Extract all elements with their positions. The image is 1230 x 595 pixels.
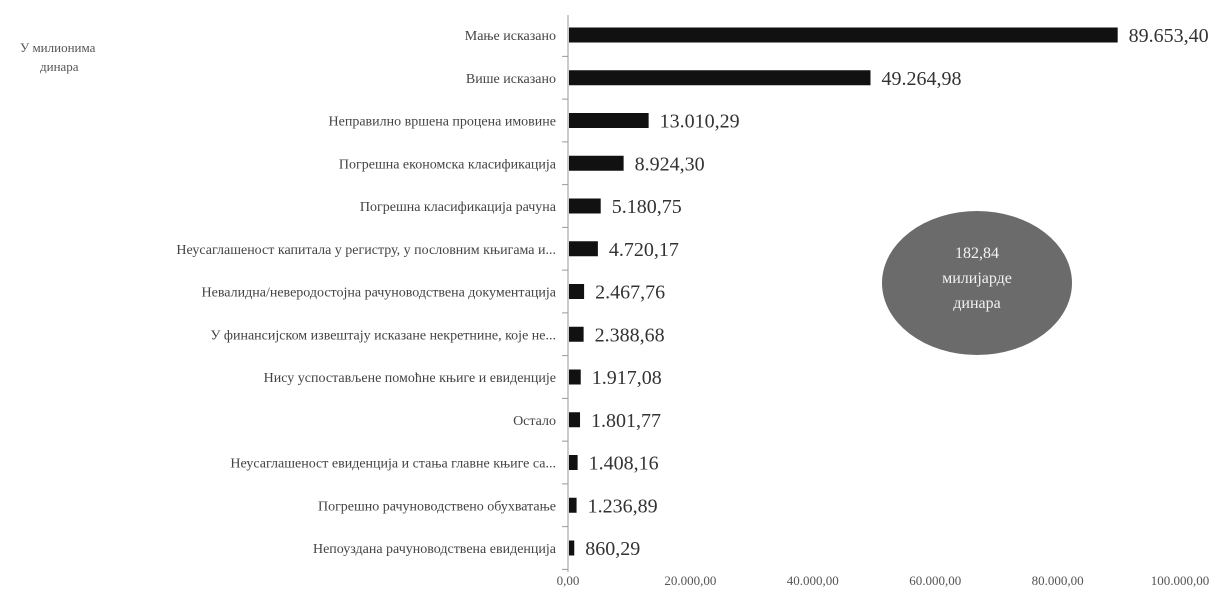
category-label: Неправилно вршена процена имовине bbox=[329, 115, 557, 130]
bar bbox=[569, 155, 624, 171]
bar bbox=[569, 113, 649, 128]
bar bbox=[569, 497, 577, 513]
category-label: Више исказано bbox=[466, 72, 556, 87]
category-label: Нису успостављене помоћне књиге и евиден… bbox=[264, 371, 556, 386]
value-label: 5.180,75 bbox=[612, 196, 682, 218]
x-tick-label: 100.000,00 bbox=[1151, 573, 1210, 588]
category-label: Остало bbox=[513, 414, 556, 429]
value-label: 8.924,30 bbox=[635, 153, 705, 175]
value-label: 1.408,16 bbox=[589, 453, 659, 475]
value-label: 49.264,98 bbox=[882, 68, 962, 90]
x-tick-label: 0,00 bbox=[557, 573, 580, 588]
unit-label-line1: У милионима bbox=[20, 40, 96, 55]
value-label: 89.653,40 bbox=[1129, 25, 1209, 47]
value-label: 2.388,68 bbox=[595, 324, 665, 346]
bar bbox=[569, 241, 598, 257]
bar bbox=[569, 70, 871, 86]
total-badge-line1: 182,84 bbox=[955, 245, 999, 262]
category-label: Невалидна/неверодостојна рачуноводствена… bbox=[202, 286, 557, 301]
x-tick-label: 40.000,00 bbox=[787, 573, 839, 588]
bar bbox=[569, 27, 1118, 43]
bar bbox=[569, 412, 581, 428]
total-badge-line3: динара bbox=[953, 295, 1000, 312]
value-label: 2.467,76 bbox=[595, 282, 665, 304]
bar bbox=[569, 540, 575, 556]
unit-label-line2: динара bbox=[40, 59, 79, 74]
category-label: Неусаглашеност евиденција и стања главне… bbox=[230, 457, 556, 472]
value-label: 1.917,08 bbox=[592, 367, 662, 389]
x-tick-label: 60.000,00 bbox=[909, 573, 961, 588]
bar bbox=[569, 455, 578, 470]
value-label: 1.801,77 bbox=[591, 410, 661, 432]
total-badge-line2: милијарде bbox=[942, 270, 1012, 287]
category-label: У финансијском извештају исказане некрет… bbox=[211, 328, 557, 343]
value-label: 1.236,89 bbox=[588, 495, 658, 517]
unit-label: У милионима динара bbox=[20, 38, 160, 76]
value-label: 13.010,29 bbox=[660, 111, 740, 133]
total-badge bbox=[882, 211, 1072, 355]
value-label: 4.720,17 bbox=[609, 239, 679, 261]
category-label: Непоуздана рачуноводствена евиденција bbox=[313, 542, 557, 557]
category-label: Неусаглашеност капитала у регистру, у по… bbox=[176, 243, 556, 258]
value-label: 860,29 bbox=[585, 538, 640, 560]
category-label: Погрешна економска класификација bbox=[339, 157, 557, 172]
category-label: Погрешно рачуноводствено обухватање bbox=[318, 499, 556, 514]
x-tick-label: 20.000,00 bbox=[664, 573, 716, 588]
bar bbox=[569, 284, 585, 299]
category-label: Погрешна класификација рачуна bbox=[360, 200, 557, 215]
bar bbox=[569, 198, 601, 214]
bar bbox=[569, 326, 584, 342]
category-label: Мање исказано bbox=[465, 29, 556, 44]
x-tick-label: 80.000,00 bbox=[1032, 573, 1084, 588]
bar bbox=[569, 369, 581, 385]
